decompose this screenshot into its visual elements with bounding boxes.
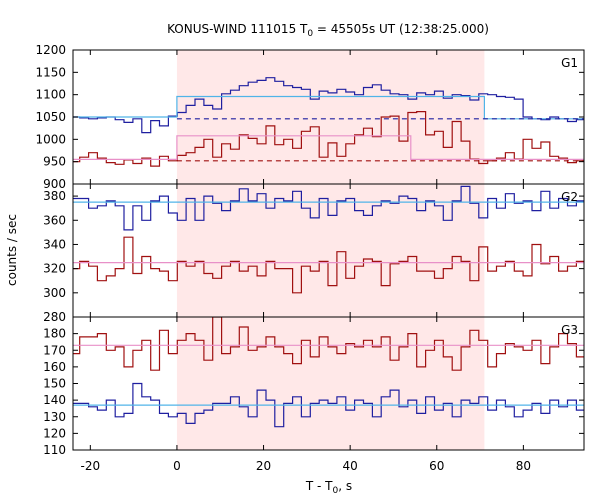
x-axis-label: T - T0, s xyxy=(305,479,352,496)
y-tick-label: 110 xyxy=(43,443,66,457)
x-tick-label: -20 xyxy=(81,459,101,473)
y-tick-label: 1150 xyxy=(35,65,66,79)
y-tick-label: 130 xyxy=(43,410,66,424)
histogram-red-g1 xyxy=(73,110,584,167)
panel-label: G2 xyxy=(561,190,578,204)
level-pink-g1 xyxy=(73,135,584,160)
y-tick-label: 300 xyxy=(43,286,66,300)
burst-interval-shade xyxy=(176,184,485,317)
y-tick-label: 1200 xyxy=(35,43,66,57)
x-tick-label: 80 xyxy=(516,459,531,473)
panel-g2: 280 300 320 340 360 380 G2 xyxy=(43,183,585,324)
burst-interval-shade xyxy=(176,317,485,450)
histogram-blue-g1 xyxy=(73,77,584,134)
y-tick-label: 120 xyxy=(43,426,66,440)
y-tick-label: 140 xyxy=(43,393,66,407)
x-tick-label: 20 xyxy=(256,459,271,473)
y-tick-label: 1050 xyxy=(35,110,66,124)
panel-label: G3 xyxy=(561,323,578,337)
y-tick-label: 160 xyxy=(43,360,66,374)
chart-title: KONUS-WIND 111015 T0 = 45505s UT (12:38:… xyxy=(167,22,489,39)
panel-label: G1 xyxy=(561,56,578,70)
y-tick-label: 320 xyxy=(43,262,66,276)
panels: 90095010001050110011501200G1280300320340… xyxy=(35,43,585,473)
y-axis-label: counts / sec xyxy=(5,214,19,286)
histogram-red-g2 xyxy=(73,236,584,294)
y-tick-label: 950 xyxy=(43,155,66,169)
x-tick-label: 40 xyxy=(343,459,358,473)
y-tick-label: 380 xyxy=(43,189,66,203)
y-tick-label: 180 xyxy=(43,327,66,341)
y-tick-label: 1000 xyxy=(35,132,66,146)
y-tick-label: 280 xyxy=(43,310,66,324)
panel-g1: 900 950 1000 1050 1100 1150 1200 G1 xyxy=(35,43,585,191)
panel-g3: 110 120 130 140 150 160 170 180 G3 xyxy=(43,316,585,457)
histogram-red-g3 xyxy=(73,317,584,371)
y-tick-label: 360 xyxy=(43,213,66,227)
histogram-blue-g3 xyxy=(73,382,584,428)
y-tick-label: 1100 xyxy=(35,88,66,102)
y-tick-label: 340 xyxy=(43,237,66,251)
y-tick-label: 170 xyxy=(43,343,66,357)
x-tick-label: 0 xyxy=(173,459,181,473)
y-tick-label: 900 xyxy=(43,177,66,191)
burst-interval-shade xyxy=(176,50,485,184)
y-tick-label: 150 xyxy=(43,377,66,391)
x-tick-label: 60 xyxy=(429,459,444,473)
